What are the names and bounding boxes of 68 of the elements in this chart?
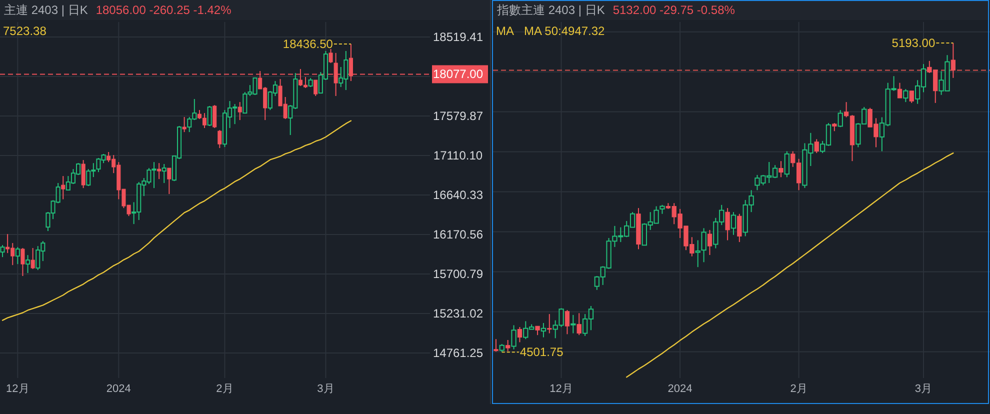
candlestick <box>903 88 908 103</box>
candlestick <box>909 90 914 104</box>
candlestick <box>707 229 712 256</box>
candlestick <box>570 314 576 334</box>
candlestick <box>61 176 66 200</box>
candlestick <box>30 248 35 270</box>
candlestick <box>778 160 784 178</box>
candlestick <box>162 164 166 184</box>
chart-title: 主連 2403 | 日K <box>4 3 88 17</box>
candlestick <box>730 212 736 236</box>
candlestick <box>737 213 742 243</box>
candlestick <box>218 130 222 149</box>
x-tick-label: 2月 <box>790 383 808 395</box>
candlestick <box>725 208 730 241</box>
annotation: 4501.75 <box>520 345 564 360</box>
x-tick-label: 3月 <box>317 383 334 395</box>
candlestick <box>814 138 819 154</box>
y-tick-label: 16640.33 <box>432 188 484 202</box>
chart-title: 指數主連 2403 | 日K <box>496 3 605 17</box>
candlestick <box>182 116 186 133</box>
y-tick-label: 15231.02 <box>432 306 484 321</box>
candlestick <box>695 240 700 268</box>
x-tick-label: 2024 <box>668 383 692 395</box>
annotation: MA 50:4947.32 <box>524 24 606 38</box>
candlestick <box>897 82 902 99</box>
candlestick <box>784 150 790 178</box>
ref-line-label: 18077.00 <box>432 67 484 82</box>
candlestick <box>314 80 318 96</box>
chart-subtitle: 5132.00 -29.75 -0.58% <box>612 3 736 17</box>
candlestick <box>157 162 162 180</box>
candlestick <box>576 312 582 336</box>
candlestick <box>0 244 5 258</box>
candlestick <box>26 254 30 274</box>
annotation: 7523.38 <box>3 24 47 38</box>
y-tick-label: 14761.25 <box>432 346 484 360</box>
candlestick <box>15 246 20 265</box>
candlestick <box>167 168 172 195</box>
candlestick <box>506 339 510 352</box>
annotation: MA <box>496 24 514 38</box>
y-tick-label: 17579.87 <box>432 109 484 124</box>
candlestick <box>238 102 242 121</box>
candlestick <box>950 42 956 78</box>
x-tick-label: 12月 <box>6 383 30 395</box>
candlestick <box>701 228 706 263</box>
candlestick <box>494 338 498 352</box>
line-series <box>2 120 352 321</box>
y-tick-label: 18519.41 <box>432 30 484 44</box>
chart-subtitle: 18056.00 -260.25 -1.42% <box>96 3 232 17</box>
candlestick <box>838 110 843 128</box>
y-tick-label: 17110.10 <box>433 148 483 163</box>
candlestick <box>212 104 217 129</box>
candlestick <box>81 160 86 189</box>
x-tick-label: 2024 <box>106 383 131 395</box>
x-tick-label: 2月 <box>216 383 234 395</box>
y-tick-label: 16170.56 <box>432 228 484 242</box>
x-tick-label: 3月 <box>914 383 932 395</box>
candlestick <box>20 248 25 277</box>
y-tick-label: 15700.79 <box>432 267 484 282</box>
annotation: 18436.50 <box>282 36 334 51</box>
candlestick <box>540 322 546 338</box>
candlestick <box>328 48 333 64</box>
candlestick <box>547 314 552 334</box>
candlestick <box>564 310 570 335</box>
x-tick-label: 12月 <box>550 383 573 395</box>
candlestick <box>207 105 212 127</box>
candlestick <box>517 326 522 343</box>
annotation: 5193.00 <box>892 36 936 50</box>
candlestick <box>511 324 516 350</box>
